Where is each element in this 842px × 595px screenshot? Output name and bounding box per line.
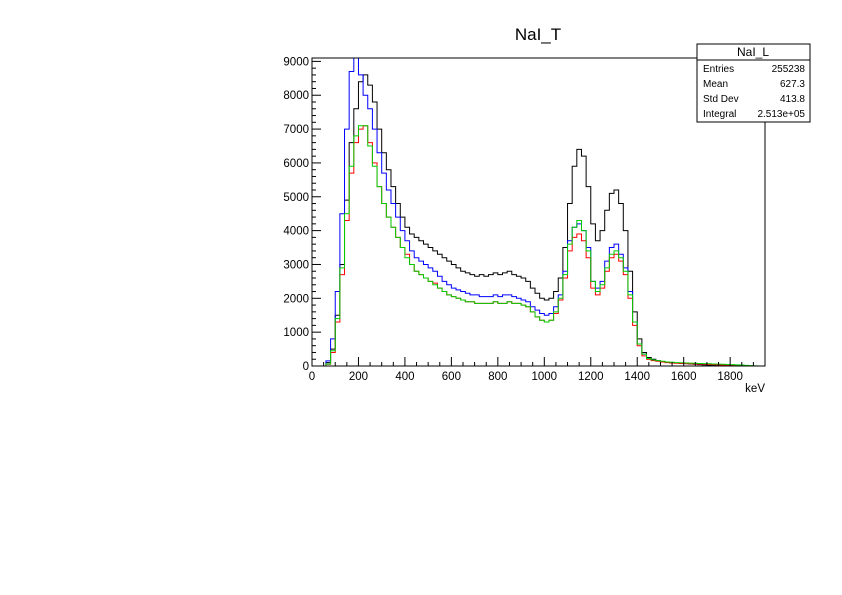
x-tick-label: 1800 [717,371,743,383]
series-layer [312,58,765,366]
stats-box-frame [696,43,811,123]
chart-title: NaI_T [515,25,561,44]
plot-area [312,58,765,366]
x-axis: 0 200 400 600 800 1000 1200 1400 1600 1800 [309,357,754,383]
x-tick-label: 800 [488,371,507,383]
x-axis-label: keV [745,383,765,395]
x-tick-label: 1000 [532,371,558,383]
y-tick-label: 0 [303,361,309,373]
y-tick-label: 4000 [283,226,309,238]
histogram-series-3 [312,125,765,366]
x-tick-label: 0 [309,371,315,383]
x-tick-label: 1600 [671,371,697,383]
x-tick-label: 1400 [624,371,650,383]
histogram-series-4 [312,125,765,366]
y-tick-label: 6000 [283,158,309,170]
y-axis: 0 1000 2000 3000 4000 5000 6000 7000 8000 9000 [283,56,321,373]
stats-value-integral: 2.513e+05 [757,109,805,120]
stats-value-entries: 255238 [772,64,806,75]
x-tick-label: 400 [395,371,414,383]
x-tick-label: 1200 [578,371,604,383]
stats-label-integral: Integral [703,109,736,120]
y-tick-label: 8000 [283,90,309,102]
y-tick-label: 3000 [283,259,309,271]
stats-label-mean: Mean [703,79,728,90]
plot-frame [311,57,766,367]
stats-label-std-dev: Std Dev [703,94,739,105]
stats-label-entries: Entries [703,64,734,75]
y-tick-label: 7000 [283,124,309,136]
x-tick-label: 200 [349,371,368,383]
stats-value-mean: 627.3 [780,79,805,90]
y-tick-label: 5000 [283,192,309,204]
stats-box: NaI_L Entries 255238 Mean 627.3 Std Dev … [696,43,811,123]
y-tick-label: 9000 [283,56,309,68]
y-tick-label: 2000 [283,293,309,305]
stats-value-std-dev: 413.8 [780,94,805,105]
y-tick-label: 1000 [283,327,309,339]
stats-box-title: NaI_L [737,45,769,59]
x-tick-label: 600 [442,371,461,383]
